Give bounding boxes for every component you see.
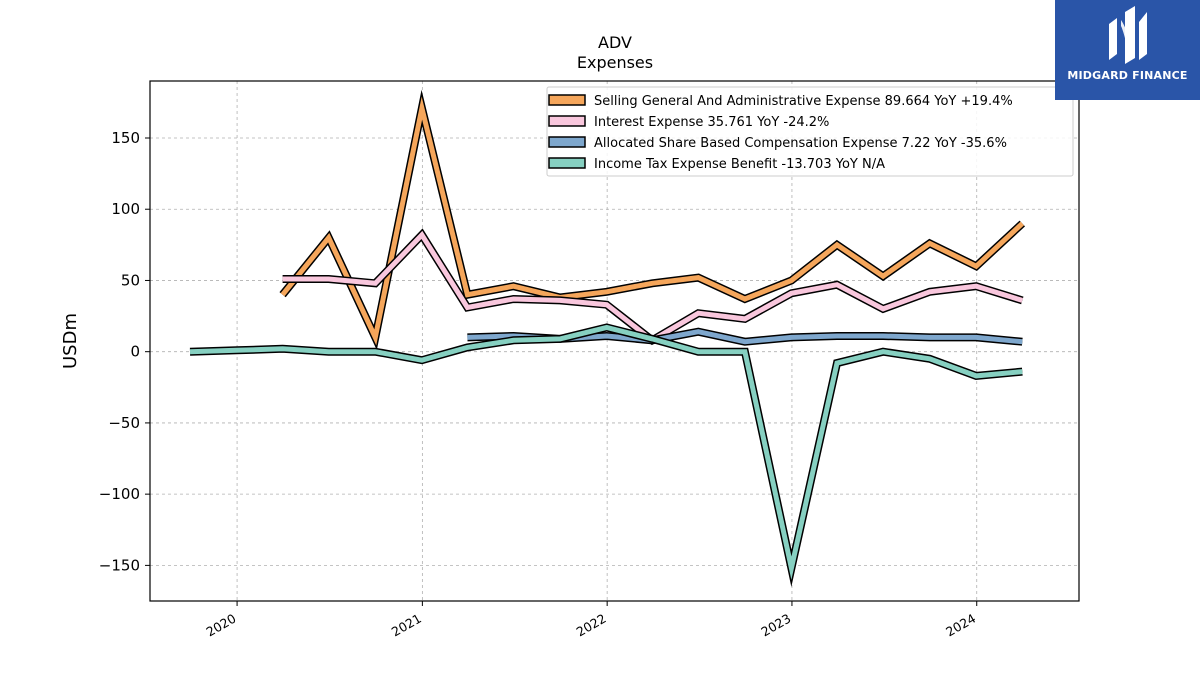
series-line-0 xyxy=(280,96,1024,346)
y-tick-label: 150 xyxy=(111,129,140,147)
legend-label-2: Allocated Share Based Compensation Expen… xyxy=(594,136,1007,151)
x-tick-label: 2021 xyxy=(389,611,424,640)
y-tick-label: −150 xyxy=(99,556,140,574)
x-axis: 2020 2021 2022 2023 2024 xyxy=(204,601,978,640)
gridlines xyxy=(150,81,1079,601)
x-tick-label: 2022 xyxy=(574,611,609,640)
legend-swatch-3 xyxy=(548,157,586,169)
legend-swatch-2 xyxy=(548,136,586,148)
legend-swatch-0 xyxy=(548,94,586,106)
y-tick-label: 0 xyxy=(130,343,140,361)
y-tick-label: −50 xyxy=(108,414,140,432)
y-tick-label: 100 xyxy=(111,200,140,218)
y-axis: 150 100 50 0 −50 −100 −150 xyxy=(99,129,150,574)
legend-swatch-1 xyxy=(548,115,586,127)
x-tick-label: 2023 xyxy=(758,611,793,640)
brand-logo: MIDGARD FINANCE xyxy=(1055,0,1200,100)
chart-title: ADV xyxy=(598,33,632,52)
y-tick-label: −100 xyxy=(99,485,140,503)
brand-name: MIDGARD FINANCE xyxy=(1067,69,1188,82)
series-outline-3 xyxy=(189,323,1023,587)
series-line-3 xyxy=(189,324,1023,580)
y-tick-label: 50 xyxy=(121,271,140,289)
chart-subtitle: Expenses xyxy=(577,53,653,72)
series-lines xyxy=(189,89,1026,587)
y-axis-label: USDm xyxy=(60,313,81,369)
legend-label-1: Interest Expense 35.761 YoY -24.2% xyxy=(594,115,829,130)
midgard-logo-icon xyxy=(1109,6,1147,64)
legend-label-3: Income Tax Expense Benefit -13.703 YoY N… xyxy=(594,157,885,172)
x-tick-label: 2020 xyxy=(204,611,239,640)
legend-label-0: Selling General And Administrative Expen… xyxy=(594,94,1013,109)
x-tick-label: 2024 xyxy=(943,611,978,640)
legend: Selling General And Administrative Expen… xyxy=(546,86,1074,177)
legend-box xyxy=(546,86,1074,177)
plot-frame xyxy=(149,80,1080,602)
